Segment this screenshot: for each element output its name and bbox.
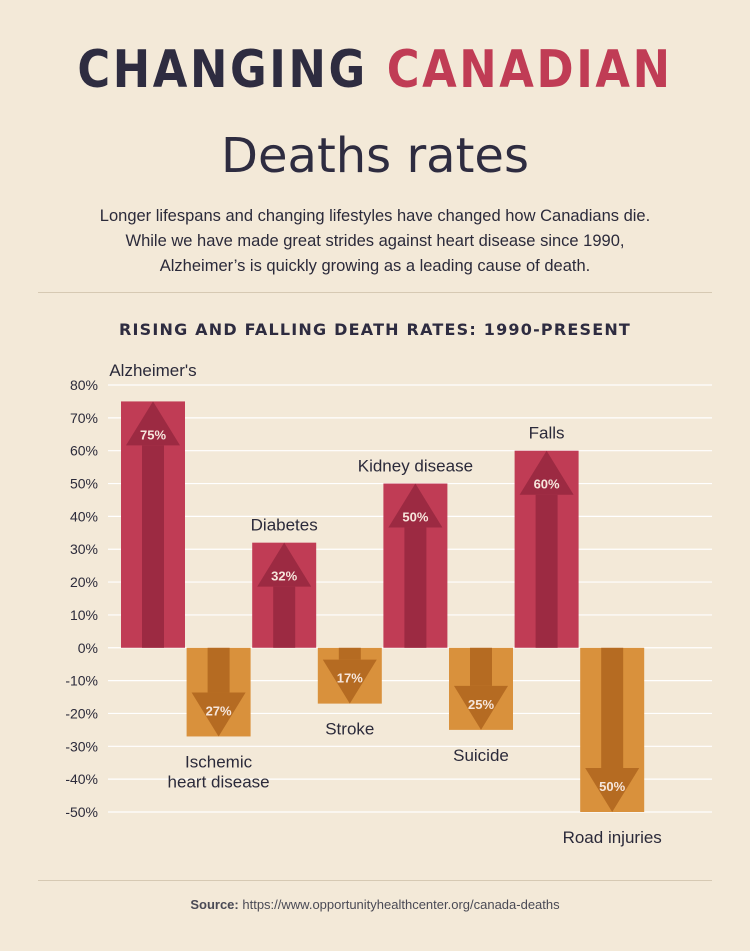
y-tick-label: -10% <box>65 673 98 689</box>
data-label: 25% <box>468 697 494 712</box>
data-label: 60% <box>534 477 560 492</box>
y-tick-label: -20% <box>65 705 98 721</box>
data-label: 75% <box>140 427 166 442</box>
y-tick-label: 0% <box>78 640 98 656</box>
y-tick-label: 40% <box>70 508 98 524</box>
arrow-down-icon <box>191 692 246 737</box>
source-label: Source: <box>190 897 239 912</box>
data-label: 50% <box>402 510 428 525</box>
main-title: CHANGING CANADIAN <box>53 40 698 100</box>
arrow-shaft <box>470 647 492 686</box>
title-part-canadian: CANADIAN <box>386 40 673 100</box>
category-label: Road injuries <box>563 828 662 847</box>
divider-bottom <box>38 880 712 881</box>
source-note: Source: https://www.opportunityhealthcen… <box>0 897 750 912</box>
category-label: Kidney disease <box>358 457 473 476</box>
category-label: Suicide <box>453 746 509 765</box>
y-tick-label: -40% <box>65 771 98 787</box>
y-tick-label: 30% <box>70 541 98 557</box>
description-line-2: While we have made great strides against… <box>125 232 625 250</box>
arrow-down-icon <box>454 685 508 730</box>
y-tick-label: -30% <box>65 738 98 754</box>
y-tick-label: -50% <box>65 804 98 820</box>
data-label: 32% <box>271 569 297 584</box>
arrow-shaft <box>601 647 624 768</box>
data-label: 50% <box>599 779 625 794</box>
arrow-up-icon <box>519 450 574 495</box>
data-label: 27% <box>206 703 232 718</box>
description-line-1: Longer lifespans and changing lifestyles… <box>99 207 651 225</box>
category-label: Diabetes <box>251 516 318 535</box>
arrow-up-icon <box>388 483 443 528</box>
data-label: 17% <box>337 671 363 686</box>
arrow-shaft <box>404 527 427 648</box>
y-tick-label: 60% <box>70 443 98 459</box>
arrow-up-icon <box>257 542 312 587</box>
description: Longer lifespans and changing lifestyles… <box>60 204 690 279</box>
y-tick-label: 50% <box>70 476 98 492</box>
y-tick-label: 80% <box>70 377 98 393</box>
arrow-shaft <box>273 586 296 648</box>
arrow-down-icon <box>322 659 377 704</box>
chart-title: RISING AND FALLING DEATH RATES: 1990-PRE… <box>118 320 632 339</box>
arrow-shaft <box>142 445 164 648</box>
category-label: Alzheimer's <box>109 361 196 380</box>
y-tick-label: 20% <box>70 574 98 590</box>
arrow-up-icon <box>126 401 180 446</box>
arrow-shaft <box>207 647 230 693</box>
category-label: Falls <box>529 424 565 443</box>
y-tick-label: 70% <box>70 410 98 426</box>
arrow-shaft <box>338 647 361 660</box>
title-part-changing: CHANGING <box>77 40 368 100</box>
arrow-down-icon <box>585 768 640 812</box>
category-label: heart disease <box>168 772 270 791</box>
arrow-shaft <box>535 494 558 648</box>
category-label: Stroke <box>325 720 374 739</box>
subtitle: Deaths rates <box>221 128 529 184</box>
y-tick-label: 10% <box>70 607 98 623</box>
source-url: https://www.opportunityhealthcenter.org/… <box>242 897 560 912</box>
category-label: Ischemic <box>185 752 253 771</box>
divider-top <box>38 292 712 293</box>
description-line-3: Alzheimer’s is quickly growing as a lead… <box>159 257 591 275</box>
